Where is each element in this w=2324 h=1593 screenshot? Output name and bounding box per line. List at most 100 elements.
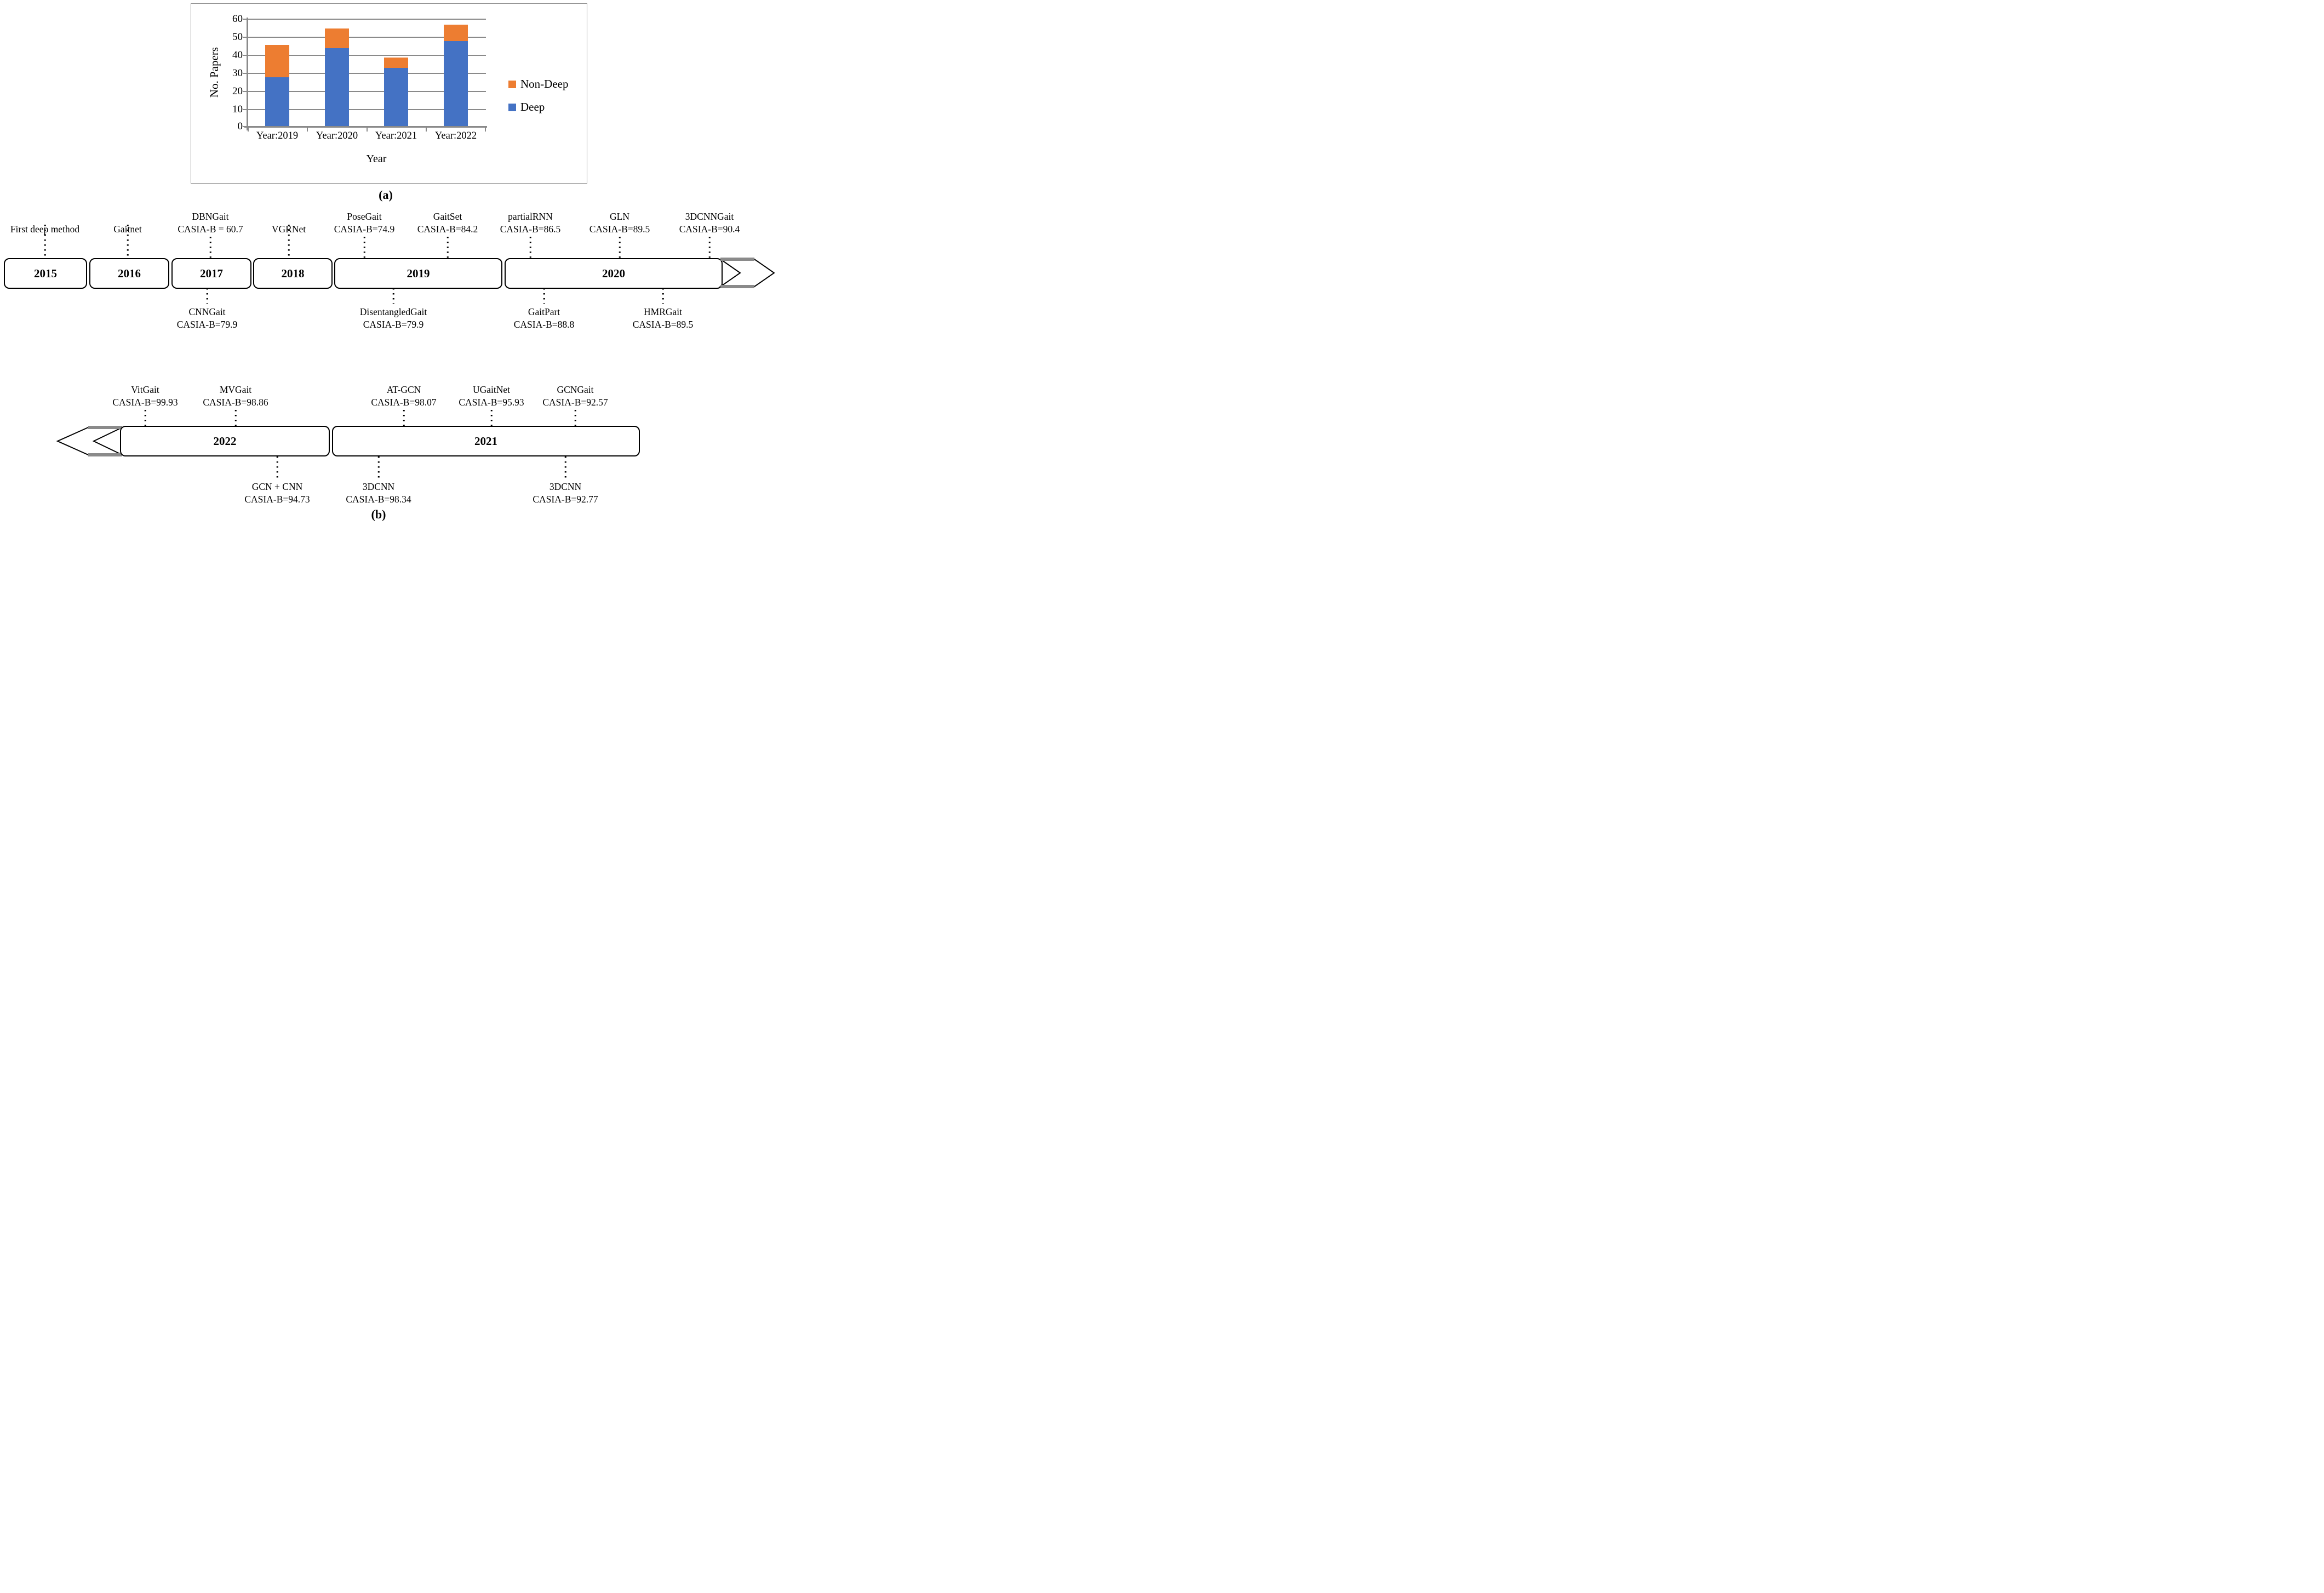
y-axis-line	[247, 18, 248, 130]
connector	[529, 237, 531, 258]
legend-label-nondeep: Non-Deep	[520, 77, 569, 90]
connector	[288, 225, 290, 258]
legend-swatch-nondeep	[508, 80, 516, 88]
arrow-left-icon	[56, 426, 123, 456]
y-tick-label: 10	[232, 104, 243, 115]
gridline-30	[248, 73, 486, 74]
gridline-40	[248, 55, 486, 56]
bar-2019-nondeep	[265, 44, 289, 77]
panel-a-label: (a)	[379, 188, 393, 202]
x-tick	[248, 127, 249, 132]
connector	[574, 410, 576, 426]
bar-2019-deep	[265, 77, 289, 126]
bar-2021-nondeep	[384, 57, 408, 68]
y-tick	[243, 91, 247, 92]
method-label-3dcnn-2021b: 3DCNN CASIA-B=92.77	[533, 481, 598, 505]
plot-area	[243, 18, 487, 132]
y-tick	[243, 37, 247, 38]
y-tick-label: 60	[232, 13, 243, 25]
connector	[392, 288, 394, 304]
method-label-gaitpart: GaitPart CASIA-B=88.8	[513, 306, 575, 330]
arrow-right-icon	[718, 258, 775, 288]
connector	[490, 410, 493, 426]
connector	[209, 237, 211, 258]
method-label-atgcn: AT-GCN CASIA-B=98.07	[371, 384, 437, 408]
x-tick	[426, 127, 427, 132]
method-label-hmrgait: HMRGait CASIA-B=89.5	[632, 306, 694, 330]
x-tick-label: Year:2019	[256, 130, 299, 141]
connector	[144, 410, 146, 426]
bar-2020-nondeep	[325, 28, 349, 49]
connector	[447, 237, 449, 258]
legend-item-deep: Deep	[508, 100, 545, 114]
bar-2022-nondeep	[444, 25, 468, 41]
method-label-posegait: PoseGait CASIA-B=74.9	[334, 211, 395, 235]
gridline-50	[248, 37, 486, 38]
connector	[234, 410, 237, 426]
x-tick	[367, 127, 368, 132]
connector	[44, 225, 46, 258]
x-axis-title: Year	[366, 153, 387, 165]
y-tick	[243, 55, 247, 56]
method-label-3dcnngait: 3DCNNGait CASIA-B=90.4	[679, 211, 740, 235]
method-label-cnngait: CNNGait CASIA-B=79.9	[176, 306, 238, 330]
panel-b-label: (b)	[371, 507, 386, 521]
y-tick	[243, 109, 247, 110]
method-label-disentangledgait: DisentangledGait CASIA-B=79.9	[359, 306, 427, 330]
connector	[708, 237, 711, 258]
x-tick	[307, 127, 308, 132]
method-label-vitgait: VitGait CASIA-B=99.93	[112, 384, 178, 408]
gridline-60	[248, 19, 486, 20]
y-tick	[243, 19, 247, 20]
y-tick-label: 30	[232, 67, 243, 79]
legend-item-nondeep: Non-Deep	[508, 77, 568, 91]
gridline-20	[248, 91, 486, 92]
connector	[543, 288, 545, 304]
legend-label-deep: Deep	[520, 100, 545, 113]
connector	[127, 225, 129, 258]
bar-2020	[325, 28, 349, 126]
yearbox-2019: 2019	[334, 258, 502, 289]
yearbox-2015: 2015	[4, 258, 87, 289]
y-tick	[243, 126, 247, 127]
y-tick-label: 20	[232, 85, 243, 97]
y-tick	[243, 73, 247, 74]
x-tick-label: Year:2021	[375, 130, 417, 141]
method-label-partialrnn: partialRNN CASIA-B=86.5	[500, 211, 561, 235]
bar-2021	[384, 57, 408, 126]
y-tick-label: 0	[237, 121, 243, 132]
connector	[206, 288, 208, 304]
method-label-gaitset: GaitSet CASIA-B=84.2	[417, 211, 478, 235]
x-tick-label: Year:2020	[316, 130, 358, 141]
bar-2019	[265, 44, 289, 126]
method-label-mvgait: MVGait CASIA-B=98.86	[203, 384, 268, 408]
connector	[377, 456, 380, 478]
connector	[619, 237, 621, 258]
bar-2022	[444, 25, 468, 126]
y-tick-label: 40	[232, 49, 243, 61]
bar-2020-deep	[325, 48, 349, 126]
yearbox-2017: 2017	[171, 258, 251, 289]
x-axis-line	[244, 126, 487, 128]
method-label-dbngait: DBNGait CASIA-B = 60.7	[178, 211, 243, 235]
gridline-10	[248, 109, 486, 110]
x-tick	[485, 127, 486, 132]
bar-2021-deep	[384, 68, 408, 126]
legend-swatch-deep	[508, 103, 516, 111]
x-tick-label: Year:2022	[434, 130, 477, 141]
bar-chart-panel: No. Papers	[191, 3, 587, 184]
yearbox-2016: 2016	[89, 258, 169, 289]
connector	[662, 288, 664, 304]
method-label-gln: GLN CASIA-B=89.5	[589, 211, 650, 235]
method-label-gcngait: GCNGait CASIA-B=92.57	[542, 384, 608, 408]
method-label-gcn-cnn: GCN + CNN CASIA-B=94.73	[244, 481, 310, 505]
figure-page: No. Papers	[0, 0, 775, 531]
connector	[564, 456, 566, 478]
yearbox-2022: 2022	[120, 426, 330, 456]
connector	[276, 456, 278, 478]
connector	[403, 410, 405, 426]
method-label-3dcnn-2021a: 3DCNN CASIA-B=98.34	[346, 481, 411, 505]
yearbox-2021: 2021	[332, 426, 640, 456]
y-tick-label: 50	[232, 31, 243, 43]
yearbox-2018: 2018	[253, 258, 333, 289]
